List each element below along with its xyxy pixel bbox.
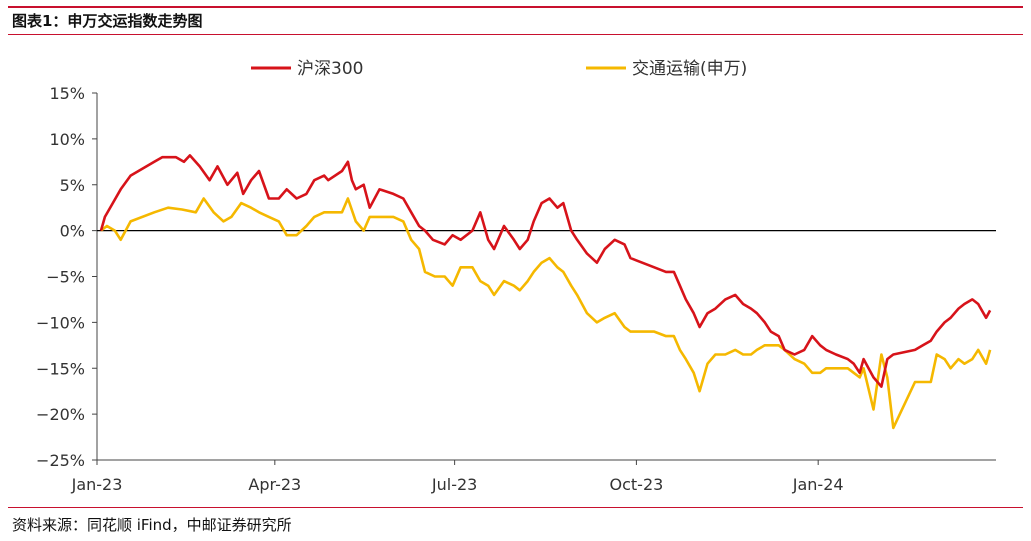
- footer-rule: [8, 507, 1023, 508]
- x-tick-label: Jan-23: [71, 475, 123, 494]
- x-tick-label: Jan-24: [792, 475, 844, 494]
- legend-label: 沪深300: [297, 59, 363, 79]
- header-top-rule: [8, 6, 1023, 8]
- y-tick-label: −25%: [36, 451, 85, 470]
- line-chart: −25% −20% −15% −10% −5% 0% 5% 10% 15% Jan-23 Apr-…: [36, 59, 996, 494]
- chart-legend: 沪深300 交通运输(申万): [251, 59, 747, 79]
- y-tick-label: −10%: [36, 313, 85, 332]
- series-layer: [99, 154, 992, 430]
- y-tick-label: −5%: [46, 268, 85, 287]
- header-bottom-rule: [8, 34, 1023, 35]
- series-line: [99, 154, 992, 388]
- y-tick-label: 10%: [49, 130, 85, 149]
- y-tick-label: 15%: [49, 84, 85, 103]
- y-tick-label: 5%: [60, 176, 85, 195]
- y-tick-label: 0%: [60, 222, 85, 241]
- y-tick-label: −20%: [36, 405, 85, 424]
- figure-source: 资料来源：同花顺 iFind，中邮证券研究所: [12, 516, 292, 534]
- legend-label: 交通运输(申万): [632, 59, 747, 79]
- y-tick-label: −15%: [36, 359, 85, 378]
- x-tick-label: Oct-23: [610, 475, 664, 494]
- y-axis: −25% −20% −15% −10% −5% 0% 5% 10% 15%: [36, 84, 996, 470]
- x-tick-label: Jul-23: [431, 475, 477, 494]
- series-line: [100, 197, 992, 430]
- x-axis: Jan-23 Apr-23 Jul-23 Oct-23 Jan-24: [71, 459, 996, 494]
- x-tick-label: Apr-23: [248, 475, 301, 494]
- figure-title: 图表1：申万交运指数走势图: [12, 12, 203, 30]
